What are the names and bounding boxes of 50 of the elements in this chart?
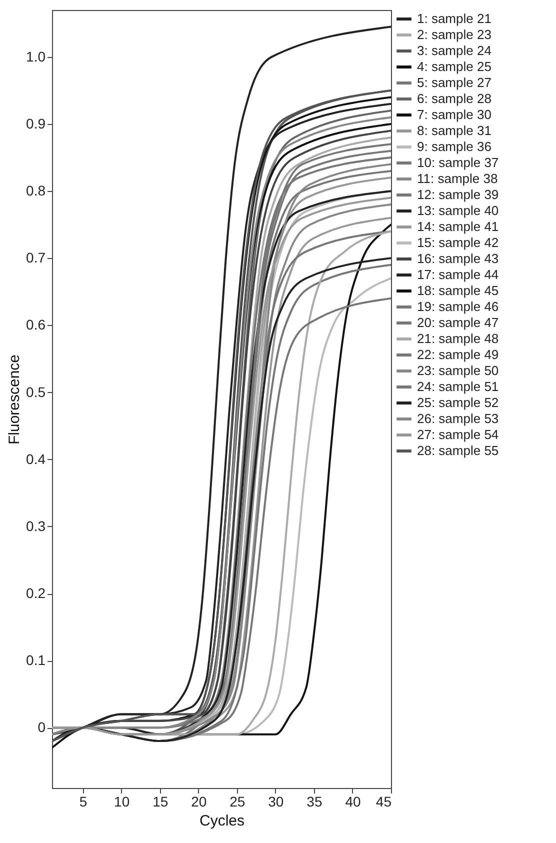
legend-label: 26: sample 53: [417, 411, 499, 426]
legend-label: 15: sample 42: [417, 235, 499, 250]
y-tick-label: 0: [38, 719, 46, 736]
legend-label: 1: sample 21: [417, 11, 492, 26]
legend-label: 16: sample 43: [417, 251, 499, 266]
legend-label: 19: sample 46: [417, 299, 499, 314]
y-tick-label: 0.5: [26, 384, 46, 400]
y-tick-label: 0.1: [26, 652, 46, 668]
x-tick-label: 20: [191, 794, 207, 810]
legend-label: 22: sample 49: [417, 347, 499, 362]
legend-label: 24: sample 51: [417, 379, 499, 394]
legend-label: 2: sample 23: [417, 27, 492, 42]
legend-label: 11: sample 38: [417, 171, 498, 186]
x-tick-label: 45: [376, 794, 392, 810]
legend-label: 23: sample 50: [417, 363, 499, 378]
x-tick-label: 40: [345, 794, 361, 810]
legend-label: 21: sample 48: [417, 331, 499, 346]
x-tick-label: 25: [230, 794, 246, 810]
y-tick-label: 0.9: [26, 116, 46, 132]
y-axis-title: Fluorescence: [6, 354, 24, 445]
y-tick-label: 0.2: [26, 585, 46, 601]
legend-label: 6: sample 28: [417, 91, 492, 106]
legend-label: 14: sample 41: [417, 219, 499, 234]
y-tick-label: 1.0: [26, 48, 46, 64]
x-tick-label: 15: [152, 794, 168, 810]
legend-label: 27: sample 54: [417, 427, 499, 442]
y-tick-label: 0.7: [26, 250, 46, 266]
legend-label: 3: sample 24: [417, 43, 492, 58]
y-tick-label: 0.3: [26, 518, 46, 534]
legend-label: 8: sample 31: [417, 123, 492, 138]
y-tick-label: 0.4: [26, 450, 46, 467]
legend-label: 12: sample 39: [417, 187, 499, 202]
legend-label: 18: sample 45: [417, 283, 499, 298]
legend-label: 20: sample 47: [417, 315, 499, 330]
legend-label: 4: sample 25: [417, 59, 492, 74]
legend-label: 9: sample 36: [417, 139, 492, 154]
y-tick-label: 0.6: [26, 316, 46, 333]
legend-label: 28: sample 55: [417, 443, 499, 458]
legend-label: 10: sample 37: [417, 155, 499, 170]
legend-label: 25: sample 52: [417, 395, 499, 410]
legend-label: 13: sample 40: [417, 203, 499, 218]
x-tick-label: 30: [268, 794, 284, 810]
x-tick-label: 10: [114, 794, 130, 810]
legend-label: 7: sample 30: [417, 107, 492, 122]
x-tick-label: 5: [79, 794, 88, 810]
x-tick-label: 35: [306, 794, 322, 810]
x-axis-title: Cycles: [199, 812, 245, 830]
y-tick-label: 0.8: [26, 182, 46, 199]
legend-label: 5: sample 27: [417, 75, 492, 90]
legend-label: 17: sample 44: [417, 267, 499, 282]
